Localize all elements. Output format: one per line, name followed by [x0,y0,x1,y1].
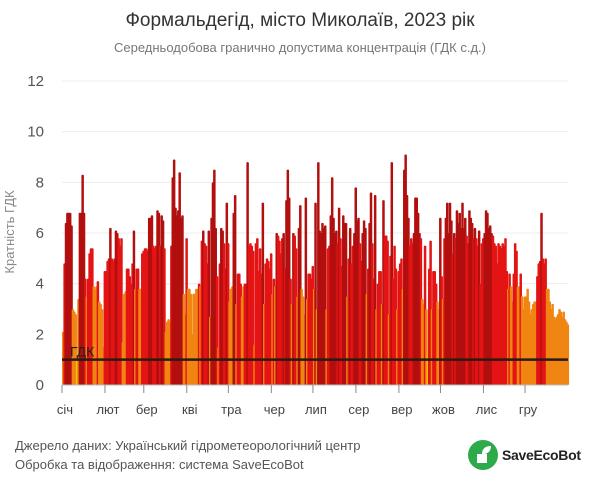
y-tick-label: 8 [36,174,44,191]
y-tick-label: 6 [36,225,44,242]
bars [62,154,570,385]
y-axis-label: Кратність ГДК [2,190,17,274]
x-tick-label: гру [519,402,538,417]
chart-title: Формальдегід, місто Миколаїв, 2023 рік [125,10,475,31]
saveecobot-logo: SaveEcoBot [468,440,581,470]
x-tick-label: січ [57,402,73,417]
bar [566,324,570,385]
data-source-text: Джерело даних: Український гідрометеорол… [15,438,361,453]
x-tick-label: тра [221,402,242,417]
x-tick-label: вер [391,402,412,417]
limit-line-label: ГДК [70,344,95,360]
chart-subtitle: Середньодобова гранично допустима концен… [114,40,486,55]
x-tick-label: лип [305,402,327,417]
x-tick-label: жов [432,402,455,417]
y-tick-label: 0 [36,377,44,394]
leaf-logo-icon [468,440,498,470]
x-tick-label: кві [182,402,198,417]
y-tick-label: 2 [36,326,44,343]
x-axis: січ лют бер кві тра чер лип сер вер жов лис гру [57,384,568,417]
x-tick-label: бер [136,402,158,417]
y-tick-label: 4 [36,276,44,293]
x-tick-label: лют [96,402,119,417]
x-tick-label: лис [476,402,498,417]
x-tick-label: чер [264,402,285,417]
y-tick-label: 10 [27,124,44,141]
processing-text: Обробка та відображення: система SaveEco… [15,457,304,472]
logo-text: SaveEcoBot [502,447,581,463]
y-axis-ticks: 0 2 4 6 8 10 12 [27,73,44,394]
x-tick-label: сер [348,402,369,417]
y-tick-label: 12 [27,73,44,90]
